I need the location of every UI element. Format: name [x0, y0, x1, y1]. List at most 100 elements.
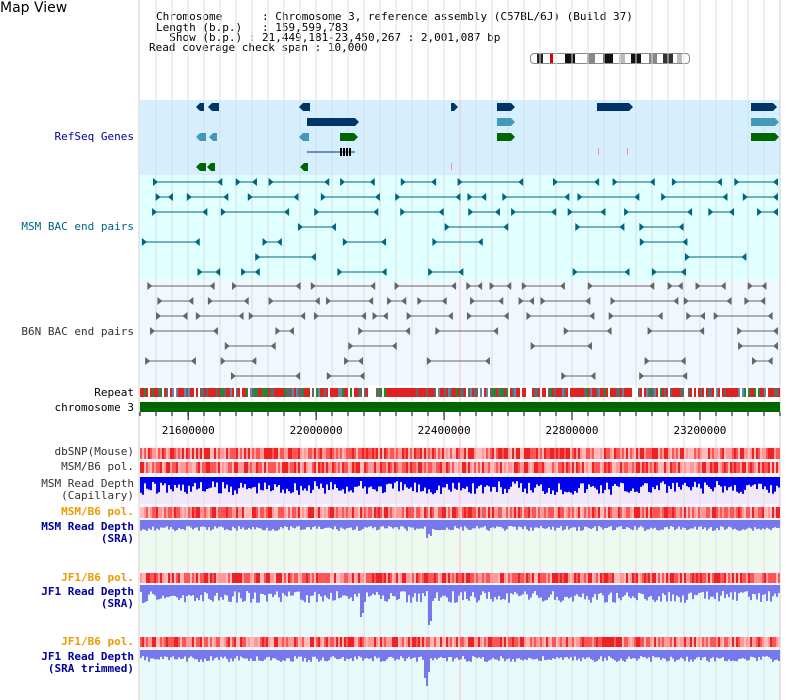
- read-depth-bar: [566, 477, 568, 493]
- read-depth-bar: [340, 477, 342, 491]
- polymorphism-cell: [704, 573, 706, 583]
- read-depth-bar: [342, 520, 344, 529]
- read-depth-bar: [772, 585, 774, 597]
- polymorphism-cell: [626, 448, 628, 459]
- polymorphism-cell: [332, 448, 334, 459]
- bac-end-marker: [493, 327, 499, 335]
- polymorphism-cell: [530, 637, 532, 647]
- bac-end-marker: [467, 193, 473, 201]
- polymorphism-cell: [582, 507, 584, 518]
- repeat-element: [554, 388, 556, 397]
- polymorphism-cell: [606, 573, 608, 583]
- read-depth-bar: [534, 520, 536, 528]
- repeat-element: [664, 388, 666, 397]
- polymorphism-cell: [316, 462, 318, 473]
- polymorphism-cell: [500, 448, 502, 459]
- read-depth-bar: [426, 477, 428, 494]
- read-depth-bar: [208, 520, 210, 528]
- repeat-element: [254, 388, 256, 397]
- read-depth-bar: [482, 477, 484, 494]
- repeat-element: [572, 388, 574, 397]
- polymorphism-cell: [148, 462, 150, 473]
- polymorphism-cell: [574, 573, 576, 583]
- read-depth-bar: [146, 585, 148, 602]
- read-depth-bar: [188, 520, 190, 527]
- polymorphism-cell: [610, 573, 612, 583]
- bac-end-marker: [639, 238, 645, 246]
- read-depth-bar: [248, 650, 250, 661]
- polymorphism-cell: [276, 637, 278, 647]
- polymorphism-cell: [472, 462, 474, 473]
- polymorphism-cell: [146, 573, 148, 583]
- read-depth-bar: [216, 650, 218, 658]
- polymorphism-cell: [304, 573, 306, 583]
- read-depth-bar: [254, 477, 256, 487]
- polymorphism-cell: [354, 573, 356, 583]
- polymorphism-cell: [308, 462, 310, 473]
- bac-end-marker: [247, 193, 253, 201]
- polymorphism-cell: [200, 507, 202, 518]
- polymorphism-cell: [256, 573, 258, 583]
- repeat-element: [422, 388, 424, 397]
- polymorphism-cell: [314, 448, 316, 459]
- polymorphism-cell: [506, 462, 508, 473]
- polymorphism-cell: [196, 507, 198, 518]
- repeat-element: [230, 388, 232, 397]
- polymorphism-cell: [204, 507, 206, 518]
- read-depth-bar: [368, 520, 370, 527]
- read-depth-bar: [286, 585, 288, 597]
- polymorphism-cell: [180, 507, 182, 518]
- polymorphism-cell: [348, 448, 350, 459]
- polymorphism-cell: [328, 507, 330, 518]
- polymorphism-cell: [286, 573, 288, 583]
- read-depth-bar: [346, 520, 348, 529]
- read-depth-bar: [726, 477, 728, 491]
- bac-end-marker: [295, 282, 301, 290]
- read-depth-bar: [364, 585, 366, 602]
- polymorphism-cell: [686, 507, 688, 518]
- bac-end-marker: [677, 282, 683, 290]
- polymorphism-cell: [334, 462, 336, 473]
- polymorphism-cell: [272, 448, 274, 459]
- repeat-element: [552, 388, 554, 397]
- polymorphism-cell: [506, 573, 508, 583]
- polymorphism-cell: [646, 507, 648, 518]
- polymorphism-cell: [334, 507, 336, 518]
- polymorphism-cell: [408, 462, 410, 473]
- repeat-element: [702, 388, 704, 397]
- read-depth-bar: [294, 650, 296, 657]
- read-depth-bar: [396, 650, 398, 660]
- track-label-msm-b6-pol-2: MSM/B6 pol.: [61, 505, 134, 518]
- polymorphism-cell: [316, 573, 318, 583]
- gene-block: [597, 103, 629, 111]
- polymorphism-cell: [666, 637, 668, 647]
- read-depth-bar: [290, 477, 292, 494]
- read-depth-bar: [630, 477, 632, 491]
- gene-strand-arrow: [355, 118, 359, 126]
- polymorphism-cell: [260, 507, 262, 518]
- polymorphism-cell: [562, 462, 564, 473]
- read-depth-bar: [768, 585, 770, 592]
- gene-exon: [343, 148, 345, 156]
- polymorphism-cell: [540, 507, 542, 518]
- polymorphism-cell: [658, 507, 660, 518]
- read-depth-bar: [620, 520, 622, 527]
- read-depth-bar: [774, 477, 776, 492]
- gene-block: [212, 103, 219, 111]
- repeat-element: [766, 388, 768, 397]
- polymorphism-cell: [450, 462, 452, 473]
- polymorphism-cell: [212, 637, 214, 647]
- read-depth-bar: [522, 520, 524, 530]
- repeat-element: [338, 388, 340, 397]
- repeat-element: [370, 388, 372, 397]
- read-depth-bar: [426, 650, 428, 686]
- polymorphism-cell: [694, 448, 696, 459]
- bac-end-marker: [426, 357, 432, 365]
- repeat-element: [240, 388, 242, 397]
- repeat-element: [642, 388, 644, 397]
- repeat-element: [700, 388, 702, 397]
- polymorphism-cell: [694, 573, 696, 583]
- polymorphism-cell: [266, 448, 268, 459]
- read-depth-bar: [414, 585, 416, 594]
